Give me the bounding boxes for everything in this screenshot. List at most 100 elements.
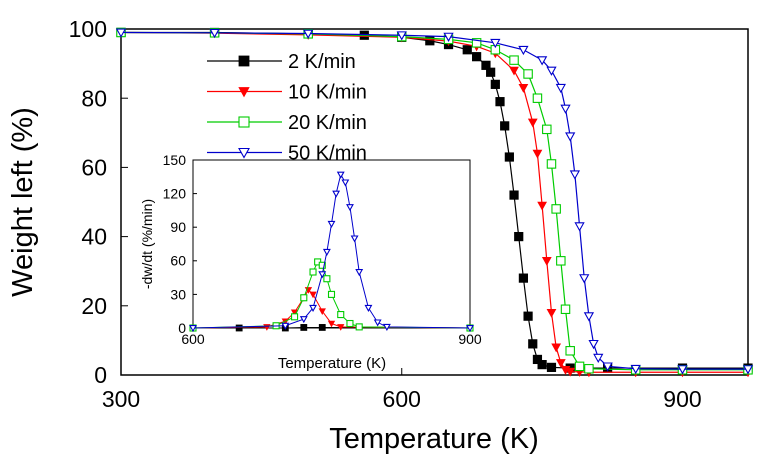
- legend-marker: [238, 116, 250, 128]
- inset-data-point: [291, 313, 299, 321]
- main-data-point: [551, 343, 562, 353]
- inset-plot: 600 900 0 30 60 90 120 150 Temperature (K) -dw/…: [139, 152, 482, 372]
- inset-data-point: [309, 304, 317, 312]
- inset-data-point: [355, 269, 364, 277]
- inset-series: [189, 171, 474, 333]
- inset-y-tick-label: 120: [163, 186, 187, 202]
- inset-data-point: [382, 323, 391, 332]
- main-data-point: [536, 56, 548, 66]
- inset-y-axis-label: -dw/dt (%/min): [139, 199, 155, 289]
- inset-data-point: [327, 290, 336, 298]
- inset-data-point: [318, 324, 326, 331]
- legend-label: 20 K/min: [288, 112, 367, 134]
- main-y-tick-label: 40: [81, 224, 107, 250]
- inset-axes: 600 900 0 30 60 90 120 150: [163, 152, 482, 347]
- inset-data-point: [299, 316, 308, 324]
- main-data-point: [481, 60, 491, 70]
- inset-data-point: [355, 323, 363, 331]
- inset-data-point: [309, 268, 317, 276]
- main-y-axis-label: Weight left (%): [7, 107, 39, 297]
- inset-data-point: [337, 311, 345, 319]
- legend-marker: [238, 147, 250, 159]
- inset-data-point: [318, 261, 326, 269]
- legend-item: 20 K/min: [207, 112, 367, 134]
- main-x-tick-label: 600: [383, 386, 421, 412]
- main-data-point: [541, 257, 552, 266]
- main-data-point: [560, 104, 571, 114]
- inset-y-tick-label: 0: [178, 320, 186, 336]
- inset-x-tick-label: 600: [181, 331, 205, 347]
- inset-data-point: [336, 171, 345, 179]
- main-data-point: [532, 149, 543, 159]
- main-data-point: [569, 170, 581, 180]
- main-data-point: [555, 359, 566, 368]
- main-data-point: [528, 339, 538, 349]
- main-x-axis-label: Temperature (K): [329, 423, 539, 455]
- main-data-point: [509, 55, 519, 65]
- main-data-point: [509, 190, 519, 200]
- main-plot-frame: [120, 28, 749, 376]
- main-y-tick-label: 20: [81, 293, 107, 319]
- legend-label: 10 K/min: [288, 82, 367, 104]
- main-data-point: [584, 364, 594, 374]
- inset-y-tick-label: 60: [170, 253, 186, 269]
- main-data-point: [630, 364, 641, 375]
- main-data-point: [574, 222, 585, 232]
- legend-marker: [238, 55, 250, 67]
- inset-data-point: [466, 325, 474, 333]
- main-data-point: [742, 365, 754, 375]
- main-x-tick-label: 300: [102, 386, 140, 412]
- legend-item: 2 K/min: [207, 51, 356, 73]
- main-data-point: [490, 79, 500, 89]
- main-data-point: [490, 38, 501, 49]
- legend-item: 50 K/min: [207, 143, 367, 165]
- main-data-point: [504, 152, 514, 162]
- main-data-point: [546, 362, 557, 372]
- main-data-point: [588, 339, 599, 350]
- main-y-tick-label: 80: [81, 85, 107, 111]
- main-data-point: [551, 204, 561, 214]
- main-data-point: [518, 45, 529, 56]
- main-data-point: [677, 365, 688, 375]
- main-data-point: [462, 45, 472, 55]
- main-series-3: [115, 28, 754, 375]
- inset-data-point: [373, 319, 382, 327]
- inset-y-tick-label: 150: [163, 152, 187, 168]
- main-data-point: [500, 121, 510, 131]
- inset-data-point: [341, 179, 350, 187]
- main-data-point: [546, 159, 557, 169]
- main-data-point: [555, 83, 566, 94]
- main-data-point: [556, 256, 566, 266]
- main-data-point: [560, 304, 571, 315]
- main-data-point: [602, 362, 613, 372]
- inset-series-line: [193, 326, 471, 329]
- inset-data-point: [189, 325, 197, 333]
- main-series-line: [120, 31, 748, 370]
- main-y-tick-label: 60: [81, 154, 107, 180]
- main-data-point: [565, 346, 575, 356]
- legend-label: 50 K/min: [288, 143, 367, 165]
- main-data-point: [583, 312, 595, 322]
- main-data-point: [537, 201, 547, 211]
- legend-marker: [238, 87, 250, 98]
- main-data-point: [518, 84, 529, 93]
- main-x-tick-label: 900: [663, 386, 701, 412]
- main-data-point: [209, 28, 220, 39]
- main-data-point: [523, 69, 533, 79]
- main-data-point: [532, 354, 543, 365]
- inset-plot-frame: [192, 159, 471, 329]
- main-data-point: [471, 38, 482, 48]
- inset-data-point: [300, 294, 308, 302]
- inset-data-point: [327, 320, 336, 328]
- inset-data-point: [235, 324, 243, 332]
- legend: 2 K/min 10 K/min 20 K/min 50 K/min: [207, 51, 367, 165]
- inset-data-point: [300, 324, 308, 331]
- inset-series-3: [189, 171, 474, 333]
- main-data-point: [472, 52, 482, 62]
- main-data-point: [579, 274, 590, 284]
- inset-data-point: [364, 304, 373, 312]
- legend-item: 10 K/min: [207, 82, 367, 104]
